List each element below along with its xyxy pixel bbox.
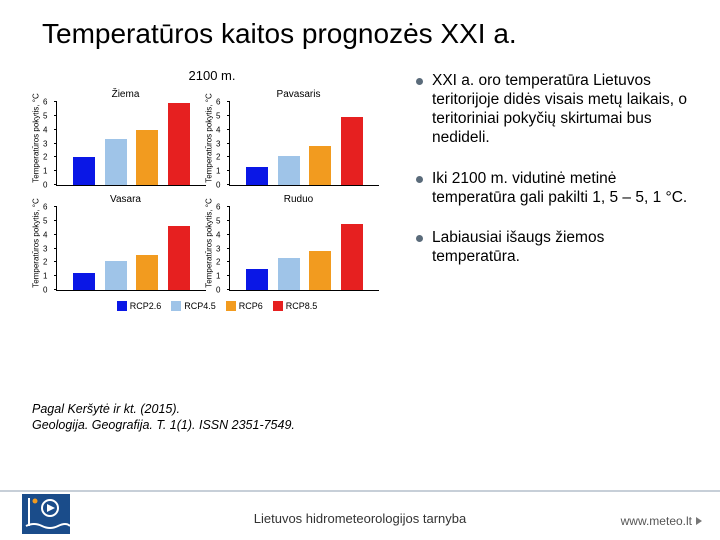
chart-axes: 0123456 xyxy=(56,102,206,186)
y-axis-label: Temperatūros pokytis, °C xyxy=(32,93,41,182)
y-tick-label: 6 xyxy=(43,98,47,107)
source-line1: Pagal Keršytė ir kt. (2015). xyxy=(32,402,295,418)
y-tick-label: 6 xyxy=(43,203,47,212)
bar xyxy=(136,255,158,290)
y-tick-label: 4 xyxy=(216,125,220,134)
arrow-right-icon xyxy=(696,517,702,525)
y-tick-label: 6 xyxy=(216,203,220,212)
footer-url: www.meteo.lt xyxy=(621,514,702,528)
legend-swatch xyxy=(117,301,127,311)
chart-axes: 0123456 xyxy=(229,207,379,291)
org-logo xyxy=(22,494,70,534)
y-tick-label: 5 xyxy=(216,111,220,120)
panel-title: Pavasaris xyxy=(215,89,382,100)
y-tick-label: 1 xyxy=(216,272,220,281)
chart-title: 2100 m. xyxy=(42,68,382,83)
footer-divider xyxy=(0,490,720,492)
bar xyxy=(105,261,127,290)
legend-label: RCP2.6 xyxy=(130,301,162,311)
bar xyxy=(246,167,268,185)
legend-item: RCP8.5 xyxy=(273,301,318,311)
content-row: 2100 m. Temperatūros pokytis, °CŽiema012… xyxy=(0,50,720,311)
bullet-item: Iki 2100 m. vidutinė metinė temperatūra … xyxy=(418,170,690,208)
bullet-item: Labiausiai išaugs žiemos temperatūra. xyxy=(418,229,690,267)
bar xyxy=(341,117,363,185)
bar xyxy=(73,157,95,185)
bar-group xyxy=(57,207,206,290)
y-tick-label: 0 xyxy=(43,181,47,190)
bar xyxy=(278,258,300,290)
bar xyxy=(105,139,127,185)
chart-column: 2100 m. Temperatūros pokytis, °CŽiema012… xyxy=(42,68,382,311)
y-axis-label: Temperatūros pokytis, °C xyxy=(205,198,214,287)
bar xyxy=(168,226,190,290)
y-tick-label: 4 xyxy=(216,230,220,239)
panel-title: Žiema xyxy=(42,89,209,100)
bar xyxy=(136,130,158,185)
y-tick-label: 4 xyxy=(43,230,47,239)
bar xyxy=(309,146,331,185)
legend-swatch xyxy=(273,301,283,311)
y-tick-label: 3 xyxy=(216,244,220,253)
chart-axes: 0123456 xyxy=(56,207,206,291)
chart-panel: Temperatūros pokytis, °CRuduo0123456 xyxy=(215,194,382,291)
bar xyxy=(278,156,300,185)
bullet-list: XXI a. oro temperatūra Lietuvos teritori… xyxy=(382,68,690,311)
footer-org: Lietuvos hidrometeorologijos tarnyba xyxy=(254,511,466,526)
y-tick-label: 2 xyxy=(216,153,220,162)
legend-item: RCP4.5 xyxy=(171,301,216,311)
url-text: www.meteo.lt xyxy=(621,514,692,528)
y-tick-label: 5 xyxy=(43,216,47,225)
y-tick-label: 0 xyxy=(43,286,47,295)
bar xyxy=(341,224,363,290)
y-tick-label: 2 xyxy=(43,258,47,267)
y-tick-label: 1 xyxy=(43,272,47,281)
bar xyxy=(168,103,190,185)
bar-group xyxy=(230,102,379,185)
chart-panel: Temperatūros pokytis, °CVasara0123456 xyxy=(42,194,209,291)
y-tick-label: 5 xyxy=(43,111,47,120)
chart-grid: Temperatūros pokytis, °CŽiema0123456Temp… xyxy=(42,89,382,291)
bar xyxy=(309,251,331,290)
chart-panel: Temperatūros pokytis, °CPavasaris0123456 xyxy=(215,89,382,186)
y-tick-label: 3 xyxy=(43,139,47,148)
legend-label: RCP4.5 xyxy=(184,301,216,311)
y-tick-label: 5 xyxy=(216,216,220,225)
y-tick-label: 4 xyxy=(43,125,47,134)
y-axis-label: Temperatūros pokytis, °C xyxy=(205,93,214,182)
bar-group xyxy=(57,102,206,185)
bar xyxy=(73,273,95,290)
legend-item: RCP6 xyxy=(226,301,263,311)
chart-panel: Temperatūros pokytis, °CŽiema0123456 xyxy=(42,89,209,186)
y-tick-label: 3 xyxy=(216,139,220,148)
bar-group xyxy=(230,207,379,290)
y-tick-label: 1 xyxy=(43,167,47,176)
y-axis-label: Temperatūros pokytis, °C xyxy=(32,198,41,287)
y-tick-label: 2 xyxy=(43,153,47,162)
y-tick-label: 3 xyxy=(43,244,47,253)
y-tick-label: 0 xyxy=(216,286,220,295)
source-line2: Geologija. Geografija. T. 1(1). ISSN 235… xyxy=(32,418,295,434)
source-citation: Pagal Keršytė ir kt. (2015). Geologija. … xyxy=(32,402,295,433)
bullet-item: XXI a. oro temperatūra Lietuvos teritori… xyxy=(418,72,690,148)
y-tick-label: 2 xyxy=(216,258,220,267)
page-title: Temperatūros kaitos prognozės XXI a. xyxy=(0,0,720,50)
panel-title: Vasara xyxy=(42,194,209,205)
legend-item: RCP2.6 xyxy=(117,301,162,311)
chart-axes: 0123456 xyxy=(229,102,379,186)
bar xyxy=(246,269,268,290)
y-tick-label: 0 xyxy=(216,181,220,190)
legend-swatch xyxy=(171,301,181,311)
legend-swatch xyxy=(226,301,236,311)
chart-legend: RCP2.6 RCP4.5 RCP6 RCP8.5 xyxy=(42,301,382,311)
y-tick-label: 6 xyxy=(216,98,220,107)
footer: Lietuvos hidrometeorologijos tarnyba www… xyxy=(0,490,720,540)
panel-title: Ruduo xyxy=(215,194,382,205)
legend-label: RCP8.5 xyxy=(286,301,318,311)
legend-label: RCP6 xyxy=(239,301,263,311)
y-tick-label: 1 xyxy=(216,167,220,176)
